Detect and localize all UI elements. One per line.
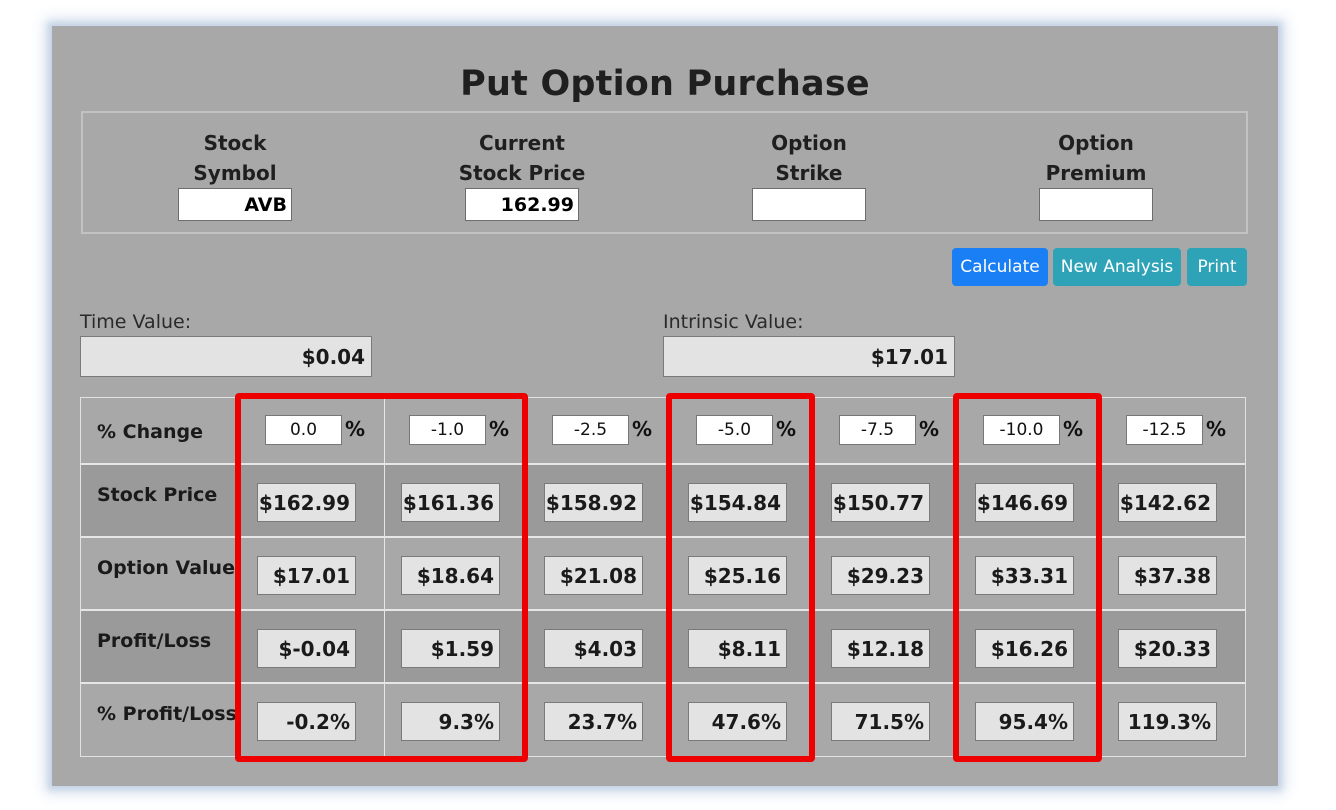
option-strike-label: Option Strike xyxy=(771,131,847,185)
time-value-display: $0.04 xyxy=(80,336,372,377)
option-value-cell: $21.08 xyxy=(544,556,643,595)
option-value-cell: $17.01 xyxy=(257,556,356,595)
percent-sign: % xyxy=(1063,417,1084,441)
percent-sign: % xyxy=(489,417,510,441)
profit-loss-cell: $20.33 xyxy=(1118,629,1217,668)
current-stock-price-input[interactable] xyxy=(465,188,579,221)
profit-loss-cell: $-0.04 xyxy=(257,629,356,668)
stock-symbol-field: Stock Symbol xyxy=(135,128,335,221)
stock-price-cell: $158.92 xyxy=(544,483,643,522)
pct-change-cell: % xyxy=(265,415,365,445)
stock-price-cell: $142.62 xyxy=(1118,483,1217,522)
option-value-cell: $25.16 xyxy=(688,556,787,595)
pct-change-cell: % xyxy=(1126,415,1226,445)
profit-loss-cell: $8.11 xyxy=(688,629,787,668)
time-value-label: Time Value: xyxy=(80,311,192,333)
row-divider xyxy=(81,536,1245,538)
highlight-box xyxy=(235,393,528,762)
row-label-profit-loss: Profit/Loss xyxy=(97,630,212,652)
calculate-button[interactable]: Calculate xyxy=(952,248,1048,286)
profit-loss-cell: $16.26 xyxy=(975,629,1074,668)
pct-profit-loss-cell: 95.4% xyxy=(975,702,1074,741)
option-premium-label: Option Premium xyxy=(1045,131,1147,185)
row-label-stock-price: Stock Price xyxy=(97,484,218,506)
pct-profit-loss-cell: 9.3% xyxy=(401,702,500,741)
percent-sign: % xyxy=(345,417,366,441)
intrinsic-value-display: $17.01 xyxy=(663,336,955,377)
option-premium-field: Option Premium xyxy=(996,128,1196,221)
option-premium-input[interactable] xyxy=(1039,188,1153,221)
row-label-pct-profit-loss: % Profit/Loss xyxy=(97,703,237,725)
row-divider xyxy=(81,682,1245,684)
pct-change-cell: % xyxy=(983,415,1083,445)
print-button[interactable]: Print xyxy=(1187,248,1247,286)
pct-change-input[interactable] xyxy=(265,415,342,445)
stock-price-cell: $150.77 xyxy=(831,483,930,522)
stock-symbol-input[interactable] xyxy=(178,188,292,221)
pct-change-input[interactable] xyxy=(1126,415,1203,445)
option-strike-field: Option Strike xyxy=(709,128,909,221)
pct-profit-loss-cell: 71.5% xyxy=(831,702,930,741)
profit-loss-cell: $12.18 xyxy=(831,629,930,668)
highlight-box xyxy=(666,393,815,762)
pct-change-cell: % xyxy=(696,415,796,445)
current-stock-price-label: Current Stock Price xyxy=(458,131,586,185)
percent-sign: % xyxy=(1206,417,1227,441)
intrinsic-value-label: Intrinsic Value: xyxy=(663,311,804,333)
pct-change-input[interactable] xyxy=(409,415,486,445)
pct-profit-loss-cell: -0.2% xyxy=(257,702,356,741)
stock-price-cell: $162.99 xyxy=(257,483,356,522)
pct-profit-loss-cell: 119.3% xyxy=(1118,702,1217,741)
row-label-pct-change: % Change xyxy=(97,421,203,443)
percent-sign: % xyxy=(632,417,653,441)
pct-change-input[interactable] xyxy=(839,415,916,445)
stock-price-cell: $146.69 xyxy=(975,483,1074,522)
pct-profit-loss-cell: 23.7% xyxy=(544,702,643,741)
page-title: Put Option Purchase xyxy=(460,64,870,104)
stock-symbol-label: Stock Symbol xyxy=(193,131,277,185)
current-stock-price-field: Current Stock Price xyxy=(422,128,622,221)
option-strike-input[interactable] xyxy=(752,188,866,221)
profit-loss-cell: $4.03 xyxy=(544,629,643,668)
column-divider xyxy=(384,398,385,756)
option-value-cell: $29.23 xyxy=(831,556,930,595)
pct-change-cell: % xyxy=(409,415,509,445)
highlight-box xyxy=(953,393,1102,762)
pct-change-input[interactable] xyxy=(552,415,629,445)
profit-loss-cell: $1.59 xyxy=(401,629,500,668)
scenario-table: % Change Stock Price Option Value Profit… xyxy=(80,397,1246,757)
pct-change-cell: % xyxy=(839,415,939,445)
new-analysis-button[interactable]: New Analysis xyxy=(1053,248,1181,286)
pct-change-input[interactable] xyxy=(696,415,773,445)
pct-change-cell: % xyxy=(552,415,652,445)
percent-sign: % xyxy=(919,417,940,441)
pct-profit-loss-cell: 47.6% xyxy=(688,702,787,741)
stock-price-cell: $161.36 xyxy=(401,483,500,522)
row-label-option-value: Option Value xyxy=(97,557,235,579)
pct-change-input[interactable] xyxy=(983,415,1060,445)
stock-price-cell: $154.84 xyxy=(688,483,787,522)
percent-sign: % xyxy=(776,417,797,441)
row-divider xyxy=(81,609,1245,611)
option-value-cell: $37.38 xyxy=(1118,556,1217,595)
option-value-cell: $33.31 xyxy=(975,556,1074,595)
row-divider xyxy=(81,463,1245,465)
option-value-cell: $18.64 xyxy=(401,556,500,595)
